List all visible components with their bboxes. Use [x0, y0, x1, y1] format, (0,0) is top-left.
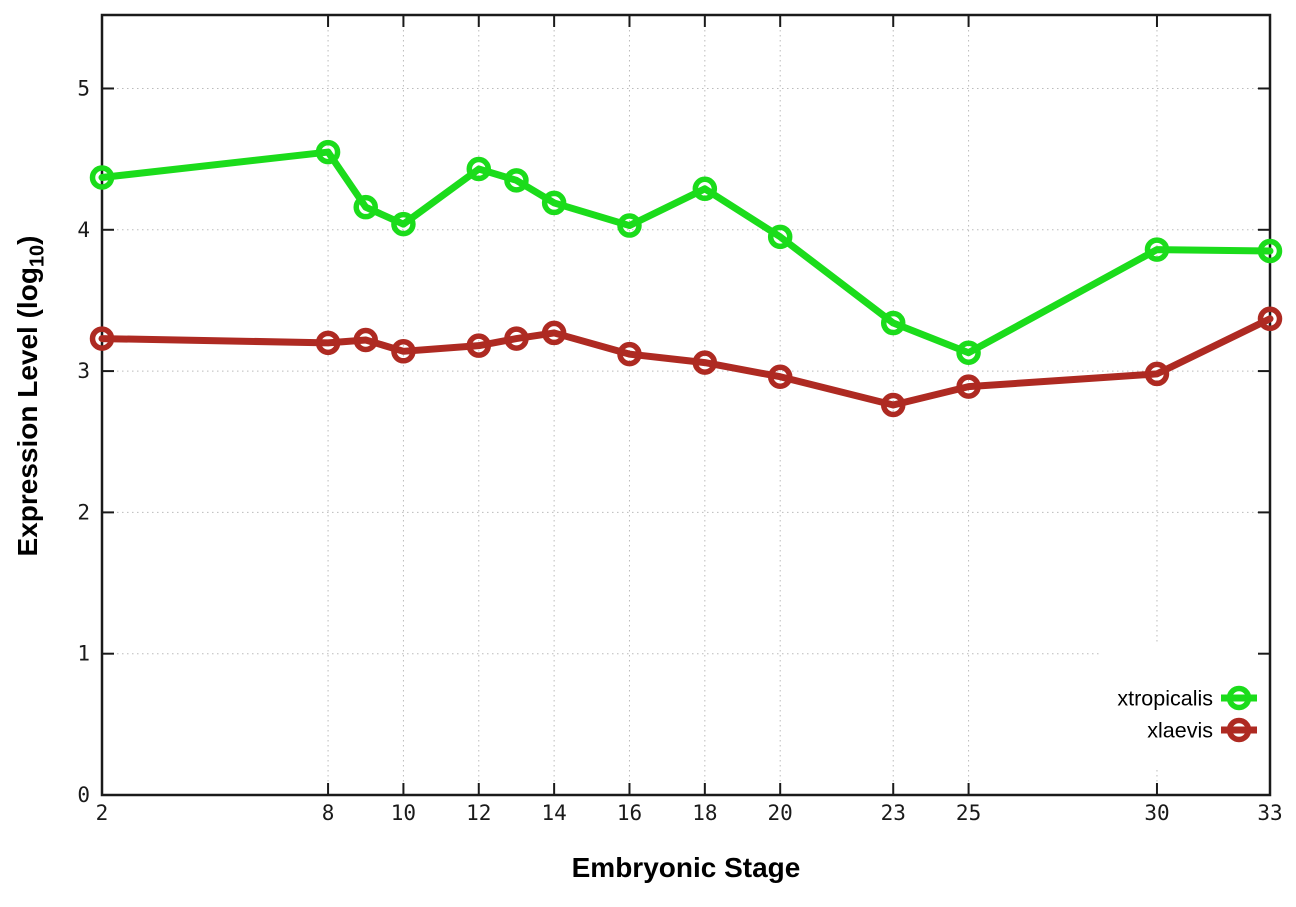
- data-point-marker: [89, 326, 115, 351]
- data-point-marker: [391, 211, 416, 237]
- y-tick-label: 3: [77, 359, 90, 383]
- data-point-marker: [880, 392, 906, 418]
- data-point-marker: [504, 326, 529, 351]
- y-tick-label: 1: [77, 642, 90, 666]
- y-axis-title-text: Expression Level (log: [12, 267, 43, 557]
- x-tick-label: 12: [466, 801, 491, 825]
- legend-sample-marker: [1226, 685, 1252, 711]
- series-line-xlaevis: [98, 315, 1274, 409]
- y-axis-title: Expression Level (log10): [12, 96, 52, 696]
- y-tick-label: 2: [77, 500, 90, 524]
- data-point-marker: [617, 213, 642, 238]
- x-tick-label: 2: [96, 801, 109, 825]
- data-point-marker: [353, 327, 378, 353]
- y-tick-label: 0: [77, 783, 90, 807]
- data-point-marker: [541, 190, 567, 216]
- y-axis-title-subscript: 10: [26, 244, 49, 268]
- data-point-marker: [1257, 238, 1283, 264]
- data-point-marker: [1144, 361, 1170, 387]
- tick-marks: [101, 15, 1271, 796]
- legend-item-xtropicalis: xtropicalis: [1117, 685, 1257, 711]
- x-tick-label: 14: [541, 801, 566, 825]
- legend: xtropicalis xlaevis: [1117, 685, 1257, 743]
- legend-item-xlaevis: xlaevis: [1147, 717, 1257, 743]
- legend-sample-marker: [1226, 717, 1252, 743]
- x-axis-title: Embryonic Stage: [571, 852, 801, 883]
- data-point-marker: [315, 330, 341, 356]
- x-tick-label: 8: [322, 801, 335, 825]
- y-tick-label: 4: [77, 218, 90, 242]
- x-tick-label: 30: [1144, 801, 1169, 825]
- data-point-marker: [617, 341, 642, 367]
- data-point-marker: [880, 310, 906, 336]
- data-point-marker: [767, 224, 793, 250]
- data-point-marker: [391, 339, 416, 364]
- data-point-marker: [541, 320, 567, 346]
- data-point-marker: [692, 350, 718, 375]
- data-point-marker: [353, 194, 378, 220]
- legend-label: xtropicalis: [1117, 687, 1213, 711]
- legend-label: xlaevis: [1147, 719, 1213, 743]
- x-tick-label: 10: [391, 801, 416, 825]
- data-point-marker: [767, 364, 793, 389]
- gridlines: [102, 15, 1270, 795]
- series-xlaevis: [89, 306, 1283, 418]
- data-point-marker: [504, 168, 529, 193]
- x-tick-label: 16: [617, 801, 642, 825]
- data-point-marker: [956, 340, 981, 365]
- data-point-marker: [89, 165, 115, 190]
- x-tick-label: 18: [692, 801, 717, 825]
- data-point-marker: [956, 374, 981, 399]
- x-tick-label: 23: [881, 801, 906, 825]
- x-tick-label: 20: [768, 801, 793, 825]
- y-axis-title-close-paren: ): [12, 235, 43, 245]
- data-point-marker: [1257, 306, 1283, 332]
- y-tick-label: 5: [77, 76, 90, 100]
- series-line-xtropicalis: [98, 148, 1274, 357]
- plot-border: [100, 13, 1272, 797]
- data-point-marker: [315, 139, 341, 165]
- data-point-marker: [692, 176, 718, 202]
- data-point-marker: [466, 156, 492, 182]
- series-xtropicalis: [89, 139, 1283, 365]
- x-tick-label: 33: [1257, 801, 1282, 825]
- x-tick-label: 25: [956, 801, 981, 825]
- data-point-marker: [466, 333, 492, 358]
- data-point-marker: [1144, 237, 1170, 262]
